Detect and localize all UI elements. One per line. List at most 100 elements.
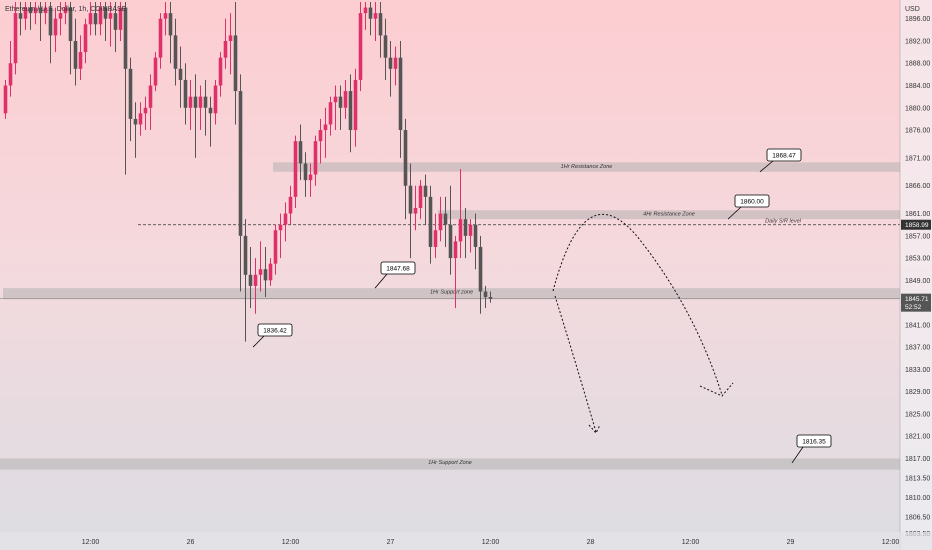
candle-body [473,224,478,247]
candle-body [333,96,338,103]
y-tick-label: 1884.00 [905,83,930,90]
callout-box [796,434,832,448]
candle-body [183,79,188,108]
y-tick-label: 1833.00 [905,367,930,374]
candle-body [188,96,193,108]
candle-body [383,35,388,58]
candle-body [103,7,108,19]
candle-body [338,96,343,108]
candle-body [168,13,173,36]
candle-body [98,7,103,25]
candle-body [278,224,283,231]
candle-body [138,113,143,125]
candle-body [423,185,428,197]
candle-body [348,91,353,131]
candle-body [248,274,253,286]
candle-body [323,124,328,131]
projection-arrowhead [699,382,734,397]
x-tick-label: 12:00 [882,539,900,546]
zone-label: 1Hr Support Zone [428,460,472,466]
zone-label: 4Hr Resistance Zone [643,212,695,218]
callout-price: 1836.42 [263,328,287,335]
candle-body [363,7,368,14]
candle-body [128,68,133,119]
x-tick-label: 27 [387,539,395,546]
zone-band [273,162,900,172]
y-tick-label: 1866.00 [905,183,930,190]
y-tick-label: 1896.00 [905,16,930,23]
y-tick-label: 1853.00 [905,256,930,263]
candle-body [163,13,168,19]
candle-body [213,85,218,114]
candle-body [158,18,163,58]
y-tick-label: 1861.00 [905,211,930,218]
candle-body [273,230,278,264]
candle-body [488,297,493,299]
y-tick-label: 1829.00 [905,389,930,396]
candle-body [3,85,8,114]
callout-price: 1860.00 [740,199,764,206]
candle-body [378,13,383,36]
candle-body [263,269,268,281]
y-tick-label: 1880.00 [905,105,930,112]
y-tick-label: 1849.00 [905,278,930,285]
candle-body [398,57,403,131]
candle-body [38,7,43,14]
x-tick-label: 26 [187,539,195,546]
y-tick-label: 1813.50 [905,475,930,482]
current-price-tag [901,293,931,312]
currency-label: USD [905,6,920,13]
x-tick-label: 28 [587,539,595,546]
candle-body [53,18,58,36]
candle-body [173,35,178,69]
candle-body [288,196,293,214]
candle-body [43,7,48,14]
sr-level-label: Daily S/R level [765,219,802,225]
candle-body [203,96,208,108]
candle-body [13,13,18,64]
zone-band [0,458,900,470]
x-tick-label: 12:00 [482,539,500,546]
y-tick-label: 1888.00 [905,61,930,68]
candle-body [83,24,88,53]
candle-body [123,7,128,69]
candle-body [113,13,118,30]
x-tick-label: 12:00 [82,539,100,546]
callout-pointer [791,446,804,464]
x-tick-label: 29 [787,539,795,546]
candle-body [368,7,373,19]
candle-body [153,57,158,86]
zone-band [3,288,900,300]
callout-box [380,261,416,275]
zone-label: 1Hr Support zone [430,290,473,296]
candle-body [58,13,63,19]
candle-body [208,107,213,114]
candle-body [93,13,98,25]
candle-body [133,118,138,125]
candle-body [73,40,78,69]
callout-price: 1816.35 [802,439,826,446]
y-tick-label: 1841.00 [905,322,930,329]
candle-body [458,219,463,242]
candle-body [343,91,348,108]
zone-label: 1Hr Resistance Zone [561,164,613,170]
candle-body [373,13,378,19]
y-tick-label: 1892.00 [905,38,930,45]
y-tick-label: 1876.00 [905,128,930,135]
x-tick-label: 12:00 [282,539,300,546]
callout-pointer [727,206,742,220]
candle-body [108,13,113,19]
callout-box [734,194,770,208]
candle-body [293,141,298,197]
candle-body [143,107,148,114]
zone-band [438,210,900,220]
y-tick-label: 1817.00 [905,456,930,463]
candle-body [178,68,183,80]
time-axis-bg [0,532,932,550]
callout-price: 1847.68 [386,266,410,273]
candle-body [478,246,483,292]
candle-body [463,219,468,236]
current-price-tag-text: 1845.71 [905,296,929,303]
candle-body [198,96,203,108]
